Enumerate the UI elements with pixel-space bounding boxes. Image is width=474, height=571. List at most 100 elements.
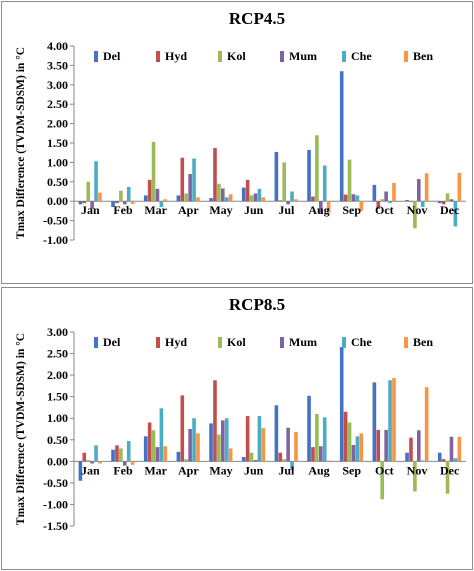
- rcp85-bar-che-jun: [257, 416, 262, 462]
- rcp45-bar-mum-jun: [253, 193, 258, 202]
- rcp45-chart: RCP4.5 Tmax Difference (TVDM-SDSM) in °C 4…: [15, 9, 466, 247]
- rcp85-bar-kol-jan: [86, 460, 91, 462]
- rcp45-x-tick-label: Mar: [144, 203, 167, 217]
- rcp85-y-tick-label: 1.50: [47, 390, 68, 404]
- rcp45-chart-panel: RCP4.5 Tmax Difference (TVDM-SDSM) in °C 4…: [1, 1, 473, 284]
- rcp85-x-tick-label: Oct: [375, 463, 394, 477]
- rcp45-bar-kol-sep: [347, 159, 352, 202]
- rcp85-bar-del-oct: [372, 382, 377, 462]
- rcp45-bar-ben-jan: [98, 192, 102, 202]
- rcp85-bar-ben-nov: [424, 387, 429, 462]
- rcp45-legend-swatch-ben: [404, 51, 408, 62]
- rcp85-bar-hyd-dec: [441, 459, 446, 462]
- rcp45-y-tick-label: 1.00: [47, 155, 68, 169]
- rcp85-bar-ben-apr: [196, 433, 200, 462]
- rcp85-bar-kol-feb: [119, 448, 123, 462]
- rcp45-bar-del-sep: [339, 71, 344, 202]
- rcp45-bar-del-dec: [437, 201, 442, 204]
- rcp85-bar-hyd-jul: [278, 452, 283, 462]
- rcp45-bar-che-aug: [322, 165, 327, 202]
- rcp85-bar-del-jun: [241, 457, 246, 462]
- rcp85-y-tick-label: 3.00: [47, 325, 68, 339]
- rcp85-legend-label-che: Che: [351, 335, 372, 349]
- rcp85-y-tick-label: 0.00: [47, 454, 68, 468]
- rcp45-bar-mum-apr: [188, 174, 192, 202]
- rcp85-bar-che-dec: [453, 458, 458, 462]
- rcp85-bar-che-feb: [126, 441, 131, 462]
- rcp45-bar-del-mar: [143, 195, 148, 202]
- rcp85-bar-mum-sep: [351, 444, 356, 462]
- rcp85-bar-mum-nov: [417, 430, 421, 462]
- rcp45-bar-kol-jan: [86, 181, 91, 202]
- rcp85-bar-hyd-may: [213, 380, 217, 462]
- rcp85-y-tick-label: 1.00: [47, 411, 68, 425]
- rcp85-bar-hyd-jan: [82, 452, 87, 462]
- rcp85-bar-kol-dec: [445, 461, 450, 494]
- rcp45-x-tick-label: Aug: [308, 203, 329, 217]
- rcp85-x-tick-label: Jun: [244, 463, 264, 477]
- rcp45-bar-hyd-mar: [147, 179, 152, 202]
- rcp45-bar-del-aug: [307, 149, 311, 202]
- rcp85-bar-del-mar: [143, 436, 148, 462]
- rcp45-y-tick-label: -1.00: [43, 233, 68, 247]
- rcp85-x-tick-label: Sep: [342, 463, 361, 477]
- rcp85-bar-kol-nov: [413, 461, 417, 492]
- rcp85-bar-che-oct: [388, 380, 392, 462]
- rcp85-bar-kol-apr: [184, 459, 189, 462]
- rcp85-bar-che-apr: [192, 418, 196, 462]
- rcp45-y-tick-label: 4.00: [47, 39, 68, 53]
- rcp45-bar-hyd-jan: [82, 201, 87, 204]
- rcp45-bar-del-jul: [274, 151, 279, 202]
- rcp85-legend-label-ben: Ben: [413, 335, 433, 349]
- rcp45-bar-del-jun: [241, 187, 246, 202]
- rcp85-bar-mum-may: [221, 420, 225, 462]
- rcp45-bar-mum-feb: [123, 201, 127, 205]
- rcp85-bar-kol-oct: [380, 461, 385, 500]
- rcp45-bar-hyd-apr: [180, 157, 185, 202]
- rcp45-bar-ben-apr: [196, 197, 200, 202]
- rcp85-bar-hyd-feb: [115, 445, 119, 462]
- rcp85-bar-del-may: [209, 423, 213, 462]
- rcp45-bar-che-jan: [94, 161, 98, 202]
- rcp85-bar-ben-aug: [326, 460, 331, 462]
- rcp85-bar-che-sep: [355, 436, 360, 462]
- rcp85-legend-label-kol: Kol: [227, 335, 246, 349]
- rcp85-bar-mum-feb: [123, 461, 127, 466]
- rcp85-bar-ben-oct: [392, 378, 396, 462]
- rcp85-legend-swatch-che: [342, 337, 346, 348]
- rcp85-bar-hyd-sep: [343, 411, 348, 462]
- rcp45-bar-che-nov: [420, 201, 425, 208]
- rcp45-x-tick-label: Sep: [342, 203, 361, 217]
- rcp85-bar-kol-jul: [282, 459, 287, 462]
- rcp45-bar-che-feb: [126, 186, 131, 202]
- rcp45-bar-kol-aug: [315, 135, 319, 202]
- rcp45-bar-mum-sep: [351, 194, 356, 202]
- rcp45-bar-mum-jan: [90, 201, 94, 209]
- rcp45-bar-kol-may: [217, 183, 221, 202]
- rcp45-y-tick-label: 3.50: [47, 58, 68, 72]
- rcp45-bar-del-may: [209, 198, 213, 202]
- rcp45-bar-del-apr: [176, 195, 181, 202]
- rcp45-y-tick-label: -0.50: [43, 214, 68, 228]
- rcp45-x-tick-label: Oct: [375, 203, 394, 217]
- rcp85-bar-mum-jan: [90, 461, 94, 464]
- rcp85-bar-che-may: [224, 418, 229, 462]
- rcp45-bar-ben-mar: [163, 199, 168, 202]
- rcp45-legend-swatch-kol: [218, 51, 222, 62]
- rcp45-bar-kol-apr: [184, 193, 189, 202]
- rcp85-bar-del-nov: [405, 452, 409, 462]
- rcp45-y-tick-label: 0.50: [47, 175, 68, 189]
- rcp45-bar-hyd-jun: [245, 179, 250, 202]
- rcp85-bar-del-dec: [437, 452, 442, 462]
- rcp85-bar-kol-may: [217, 434, 221, 462]
- rcp45-legend-swatch-del: [94, 51, 98, 62]
- rcp45-bar-ben-jul: [294, 199, 298, 202]
- rcp45-bar-kol-dec: [445, 193, 450, 202]
- rcp45-bar-che-dec: [453, 201, 458, 227]
- rcp85-chart: RCP8.5 Tmax Difference (TVDM-SDSM) in °C 3…: [15, 295, 466, 533]
- rcp85-x-tick-label: Feb: [113, 463, 133, 477]
- rcp45-x-tick-label: Jun: [244, 203, 264, 217]
- rcp45-bar-del-oct: [372, 184, 377, 202]
- rcp45-legend-label-hyd: Hyd: [165, 49, 187, 63]
- rcp45-legend-swatch-hyd: [156, 51, 160, 62]
